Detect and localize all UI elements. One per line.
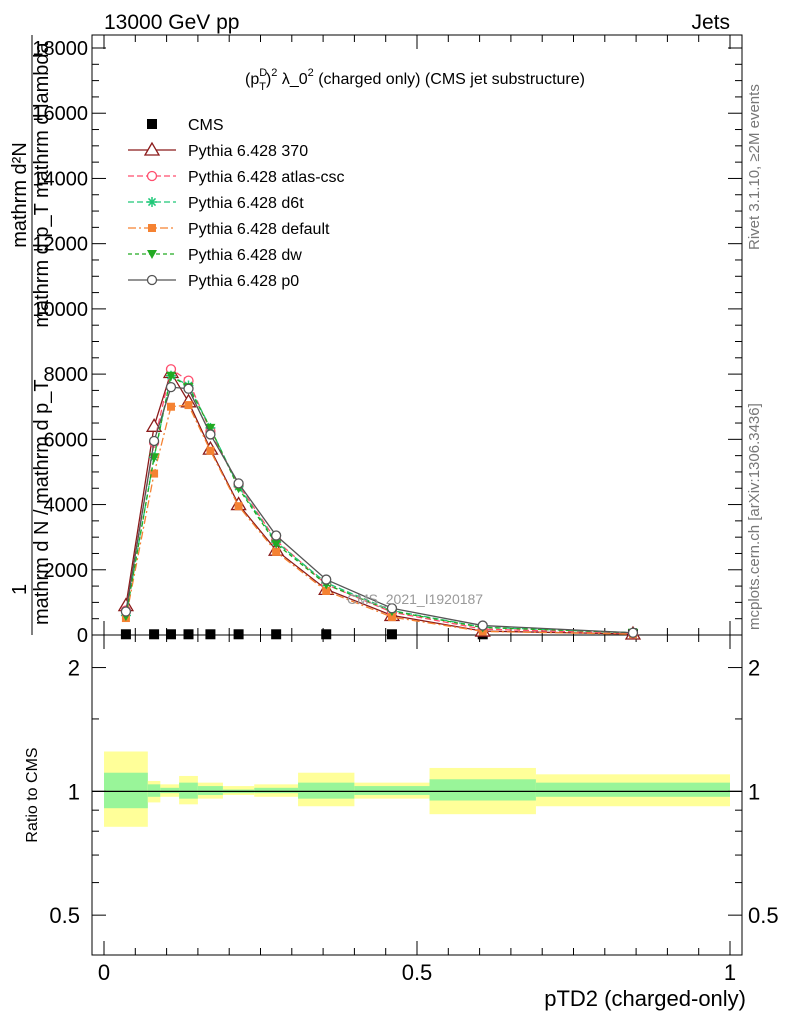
- legend-marker-d6t-stroke: [147, 197, 157, 207]
- legend-marker-atlas: [146, 170, 158, 182]
- header-left: 13000 GeV pp: [104, 11, 239, 34]
- ratio-y-tick-label-right: 0.5: [748, 903, 779, 928]
- point-p0: [477, 620, 488, 631]
- analysis-watermark: CMS_2021_I1920187: [347, 591, 483, 607]
- x-axis-label: pTD2 (charged-only): [544, 986, 746, 1011]
- point-cms: [149, 629, 160, 640]
- ratio-band-inner: [298, 782, 355, 799]
- point-p0: [165, 382, 177, 393]
- ratio-y-label: Ratio to CMS: [24, 747, 41, 842]
- ratio-band-inner: [104, 772, 148, 809]
- y-tick-label: 4000: [44, 495, 89, 517]
- x-tick-label: 0.5: [402, 960, 433, 985]
- ratio-band-inner: [160, 787, 180, 794]
- y-tick-label: 6000: [44, 429, 89, 451]
- ratio-band-inner: [535, 782, 730, 797]
- ratio-bands: [92, 751, 742, 827]
- ratio-band-inner: [147, 784, 161, 797]
- y-tick-label: 0: [77, 625, 88, 647]
- y-label-num: mathrm d²N: [9, 142, 31, 248]
- mcplots-label: mcplots.cern.ch [arXiv:1306.3436]: [746, 403, 763, 630]
- point-default: [150, 469, 159, 478]
- y-tick-label: 14000: [32, 168, 88, 190]
- legend-marker-p0: [146, 274, 158, 286]
- point-cms: [165, 629, 176, 640]
- y-tick-label: 10000: [32, 299, 88, 321]
- ratio-y-tick-label-right: 2: [748, 656, 760, 681]
- y-tick-label: 12000: [32, 234, 88, 256]
- legend-marker-d6t: [147, 197, 157, 207]
- ratio-band-inner: [197, 786, 223, 795]
- ratio-y-tick-label: 2: [68, 656, 80, 681]
- legend-label-cms: CMS: [188, 117, 224, 134]
- point-cms: [233, 629, 244, 640]
- point-cms: [120, 629, 131, 640]
- point-default: [322, 586, 331, 595]
- x-tick-label: 1: [724, 960, 736, 985]
- point-p0: [233, 478, 244, 489]
- series-line-default: [125, 404, 633, 635]
- y-label-den: mathrm d p_T mathrm d lambda: [31, 41, 53, 327]
- ratio-y-tick-label-right: 1: [748, 779, 760, 804]
- legend-label-default: Pythia 6.428 default: [188, 221, 330, 238]
- ratio-axis-ticks: 0.5 0.5 1 1 2 2 0 0.5 1: [49, 635, 779, 985]
- legend-marker-dw: [147, 250, 157, 259]
- y-tick-label: 8000: [44, 364, 89, 386]
- legend-marker-default: [148, 224, 156, 232]
- point-p0: [270, 530, 282, 541]
- point-dw: [165, 371, 176, 381]
- point-p0: [386, 603, 398, 614]
- point-cms: [386, 629, 397, 640]
- point-dw: [205, 423, 216, 433]
- ratio-band-inner: [429, 779, 536, 801]
- point-p0: [183, 383, 194, 394]
- rivet-label: Rivet 3.1.10, ≥2M events: [746, 84, 763, 250]
- ratio-band-inner: [254, 787, 299, 794]
- y-tick-label: 18000: [32, 38, 88, 60]
- point-default: [387, 613, 396, 622]
- legend-label-d6t: Pythia 6.428 d6t: [188, 195, 304, 212]
- plot-title: (pD T)2 λ_02 (charged only) (CMS jet subs…: [245, 67, 585, 93]
- legend-marker-cms: [147, 119, 157, 129]
- series-line-d6t: [125, 374, 633, 634]
- point-default: [166, 402, 175, 411]
- y-tick-label: 2000: [44, 560, 89, 582]
- point-cms: [183, 629, 194, 640]
- ratio-band-inner: [354, 786, 430, 795]
- point-p0: [205, 429, 216, 440]
- legend-label-p370: Pythia 6.428 370: [188, 143, 308, 160]
- x-tick-label: 0: [98, 960, 110, 985]
- y-tick-label: 16000: [32, 103, 88, 125]
- legend-marker-p370: [143, 141, 161, 156]
- point-default: [184, 401, 193, 410]
- ratio-y-tick-label: 1: [68, 779, 80, 804]
- legend-label-dw: Pythia 6.428 dw: [188, 247, 302, 264]
- point-p0: [627, 627, 639, 638]
- ratio-band-inner: [179, 782, 198, 799]
- point-cms: [205, 629, 216, 640]
- legend: CMS Pythia 6.428 370 Pythia 6.428 atlas-cs…: [128, 117, 345, 290]
- point-p0: [120, 606, 132, 617]
- legend-label-p0: Pythia 6.428 p0: [188, 273, 299, 290]
- y-label-pre-den: mathrm d N / mathrm d p_T: [31, 379, 53, 625]
- point-cms: [271, 629, 282, 640]
- ratio-y-tick-label: 0.5: [49, 903, 80, 928]
- header-right: Jets: [691, 11, 730, 34]
- point-cms: [321, 629, 332, 640]
- point-p0: [321, 574, 332, 585]
- point-default: [206, 446, 215, 455]
- main-axis-ticks: 0 2000 4000 6000 8000 10000 12000 14000 16000 180…: [32, 35, 742, 647]
- point-p0: [148, 435, 160, 447]
- point-default: [272, 547, 281, 556]
- point-dw: [271, 539, 282, 549]
- point-default: [234, 502, 243, 511]
- y-label-pre-num: 1: [9, 584, 31, 595]
- series-group: [117, 364, 642, 640]
- main-y-label: 1 mathrm d N / mathrm d p_T mathrm d²N m…: [9, 35, 53, 635]
- legend-label-atlas: Pythia 6.428 atlas-csc: [188, 169, 345, 186]
